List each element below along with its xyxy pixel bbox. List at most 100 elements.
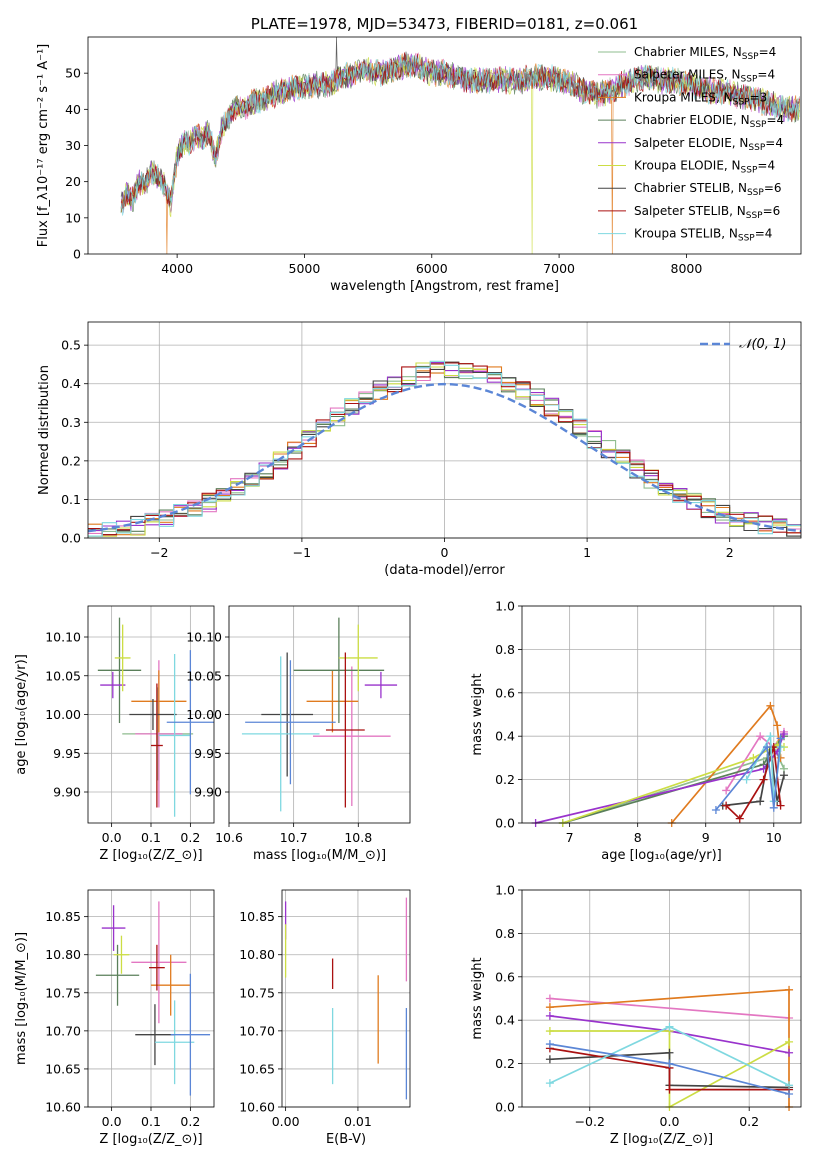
y-tick-label: 10.60: [239, 1100, 275, 1115]
legend-label: Chabrier STELIB, N: [634, 181, 747, 195]
y-tick-label: 1.0: [495, 883, 515, 898]
x-tick-label: −2: [150, 545, 168, 560]
x-tick-label: 7: [566, 830, 574, 845]
y-tick-label: 0.8: [495, 926, 515, 941]
y-tick-label: 10.75: [239, 985, 275, 1000]
y-tick-label: 10.80: [239, 947, 275, 962]
weight-marker: [766, 701, 775, 710]
x-tick-label: 0.2: [739, 1114, 759, 1129]
y-tick-label: 10.10: [186, 630, 222, 645]
x-tick-label: −0.2: [575, 1114, 605, 1129]
histograms: [88, 360, 801, 537]
weight-marker: [785, 985, 794, 994]
x-tick-label: 8: [634, 830, 642, 845]
y-tick-label: 0.2: [61, 453, 81, 468]
legend-tail: =4: [765, 136, 783, 150]
weight-marker: [722, 786, 731, 795]
axes-frame: [87, 605, 215, 824]
x-tick-label: 4000: [161, 261, 193, 276]
legend-entry: Chabrier MILES, NSSP=4: [634, 45, 776, 62]
x-axis-label: age [log₁₀(age/yr)]: [601, 848, 722, 863]
x-axis-label: Z [log₁₀(Z/Z_⊙)]: [99, 848, 202, 863]
axes-frame: [87, 36, 802, 255]
age-vs-mass-panel: 10.6 10.7 10.8 9.90 9.95 10.00 10.05 10.10 mass …: [186, 605, 411, 863]
weight-vs-Z-panel: −0.2 0.0 0.2 0.0 0.2 0.4 0.6 0.8 1.0 Z [log₁₀(Z/Z…: [470, 883, 802, 1147]
y-tick-label: 40: [65, 102, 81, 117]
legend-label: Kroupa MILES, N: [634, 90, 733, 104]
x-tick-label: 0.0: [102, 830, 122, 845]
x-tick-label: 0.00: [272, 1114, 300, 1129]
legend-subscript: SSP: [747, 188, 764, 198]
x-axis-label: Z [log₁₀(Z/Z_⊙)]: [610, 1132, 713, 1147]
y-tick-label: 10.80: [45, 947, 81, 962]
y-tick-label: 9.90: [194, 785, 222, 800]
weight-marker: [756, 732, 765, 741]
histogram-step: [88, 361, 801, 537]
legend-label: Salpeter MILES, N: [634, 68, 741, 82]
legend-tail: =6: [763, 204, 781, 218]
grid-lines: [88, 322, 801, 539]
legend-label: Salpeter ELODIE, N: [634, 136, 748, 150]
y-tick-label: 10.70: [45, 1023, 81, 1038]
spectrum-series-line: [120, 54, 800, 216]
legend-subscript: SSP: [750, 120, 767, 130]
spectrum-lines: [120, 37, 800, 254]
weight-marker: [742, 775, 751, 784]
weight-series-line: [549, 1047, 789, 1091]
weight-marker: [665, 1059, 674, 1068]
legend-subscript: SSP: [748, 143, 765, 153]
y-tick-label: 0.2: [495, 1056, 515, 1071]
axes-frame: [281, 889, 411, 1108]
legend-entry: Salpeter STELIB, NSSP=6: [634, 204, 780, 221]
x-tick-label: 0.1: [141, 1114, 161, 1129]
legend-subscript: SSP: [746, 211, 763, 221]
y-axis-label: age [log₁₀(age/yr)]: [14, 654, 29, 775]
weight-series-line: [549, 997, 790, 1019]
legend-label: Chabrier MILES, N: [634, 45, 742, 59]
weight-marker: [779, 730, 788, 739]
legend-entry: Salpeter MILES, NSSP=4: [634, 68, 775, 85]
weight-marker: [545, 1003, 554, 1012]
histogram-step: [88, 362, 801, 537]
legend-label: Kroupa ELODIE, N: [634, 159, 741, 173]
legend-tail: =4: [757, 159, 775, 173]
x-axis-label: wavelength [Angstrom, rest frame]: [330, 279, 559, 294]
y-tick-label: 0.3: [61, 415, 81, 430]
x-tick-label: 10.7: [280, 830, 308, 845]
y-tick-label: 10.65: [239, 1061, 275, 1076]
x-tick-label: 0.2: [180, 830, 200, 845]
y-tick-label: 20: [65, 174, 81, 189]
weight-marker: [756, 797, 765, 806]
y-tick-label: 10.05: [45, 668, 81, 683]
x-tick-label: 0.0: [102, 1114, 122, 1129]
legend-tail: =3: [750, 90, 768, 104]
x-tick-label: 0.01: [344, 1114, 372, 1129]
y-tick-label: 0.4: [61, 376, 81, 391]
normal-curve: [88, 382, 801, 533]
y-tick-label: 10.10: [45, 630, 81, 645]
y-tick-label: 0.6: [495, 685, 515, 700]
y-tick-label: 10.60: [45, 1100, 81, 1115]
grid-lines: [228, 606, 410, 823]
x-axis-label: E(B-V): [326, 1132, 366, 1147]
y-tick-label: 9.95: [194, 746, 222, 761]
mass-vs-ebv-panel: 0.00 0.01 10.60 10.65 10.70 10.75 10.80 10.85 E(…: [239, 889, 411, 1147]
weight-marker: [759, 775, 768, 784]
weight-series-line: [715, 738, 782, 811]
y-tick-label: 0.1: [61, 492, 81, 507]
age-vs-Z-panel: 0.0 0.1 0.2 9.90 9.95 10.00 10.05 10.10 Z [log₁₀…: [14, 605, 215, 863]
weight-marker: [545, 1079, 554, 1088]
x-axis-label: mass [log₁₀(M/M_⊙)]: [253, 848, 386, 863]
weight-marker: [785, 1081, 794, 1090]
legend-subscript: SSP: [741, 75, 758, 85]
y-tick-label: 0.8: [495, 642, 515, 657]
x-tick-label: 0.0: [660, 1114, 680, 1129]
weight-marker: [785, 1048, 794, 1057]
weight-marker: [785, 1037, 794, 1046]
axes-frame: [521, 889, 802, 1108]
x-tick-label: 10.6: [215, 830, 243, 845]
y-tick-label: 9.95: [53, 746, 81, 761]
x-tick-label: 0.1: [141, 830, 161, 845]
weight-marker: [749, 753, 758, 762]
legend-tail: =4: [757, 68, 775, 82]
